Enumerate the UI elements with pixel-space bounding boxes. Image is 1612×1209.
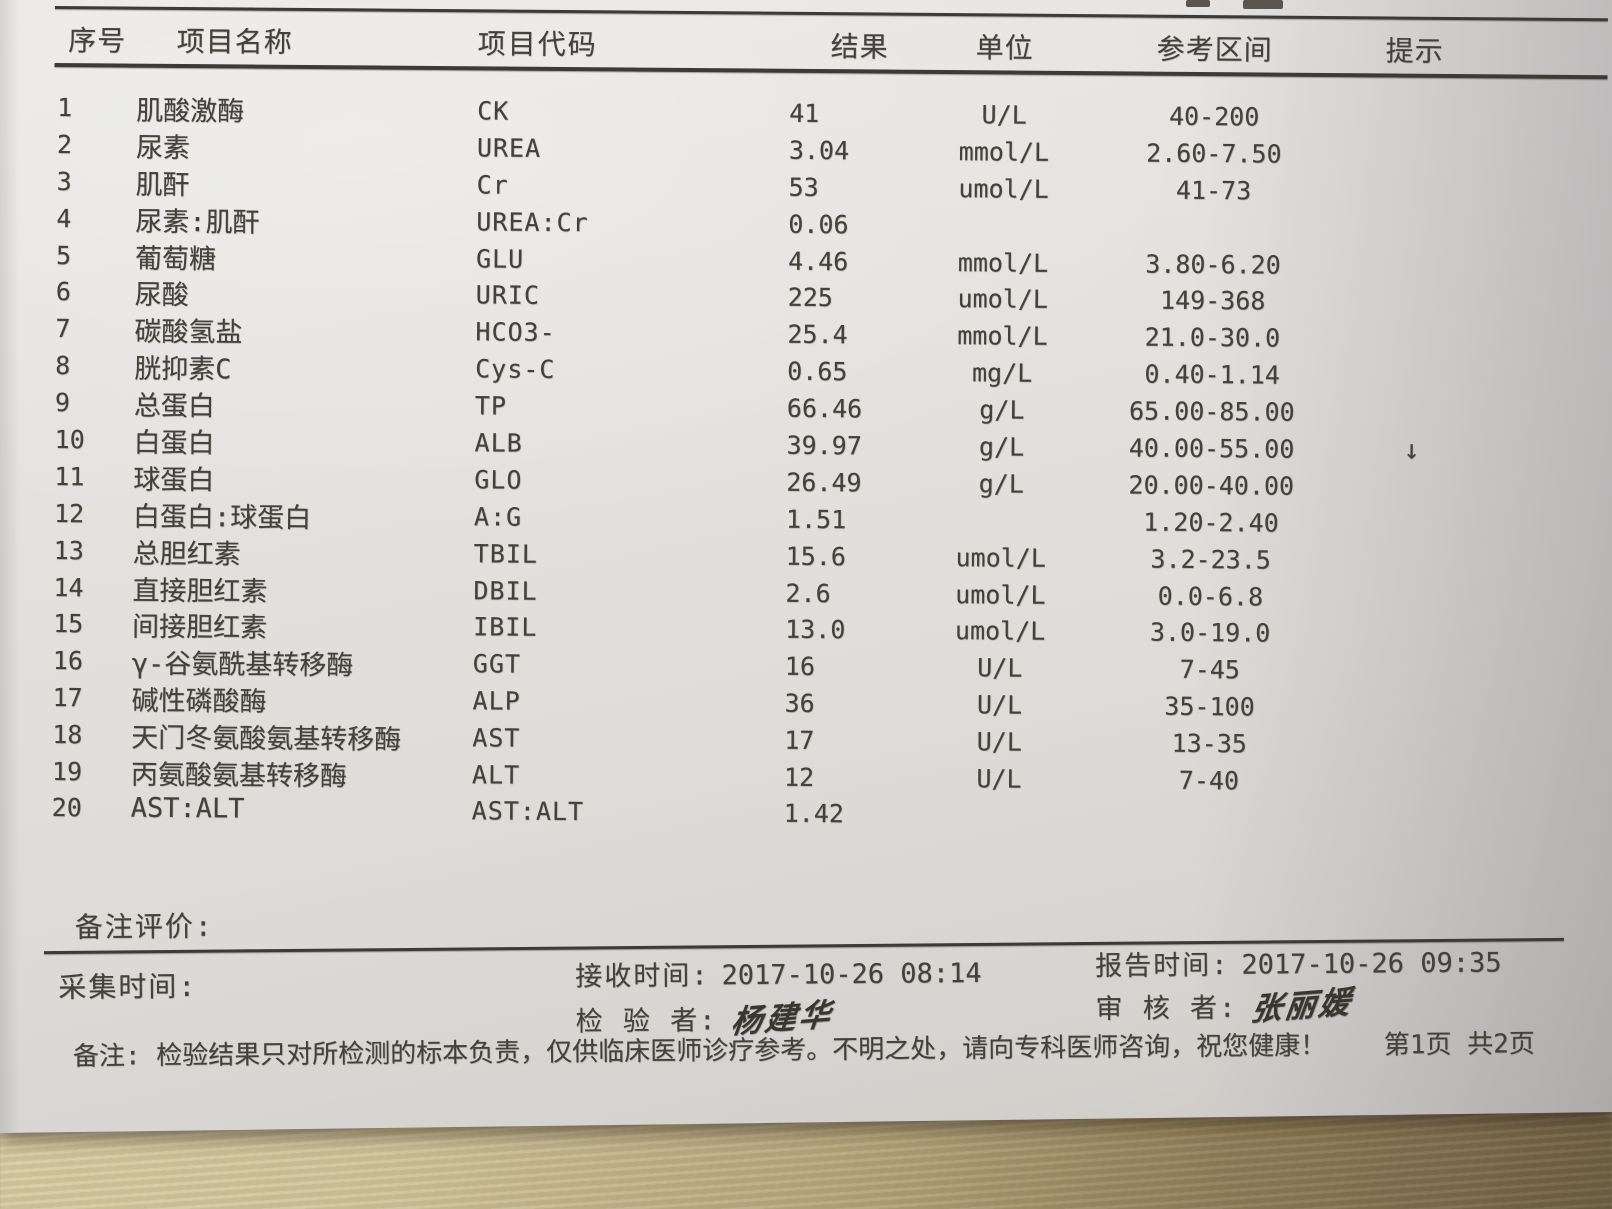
- report-footer: 备注评价: 采集时间: 接收时间: 2017-10-26 08:14 报告时间: 2…: [44, 909, 1564, 1073]
- receive-time-label: 接收时间:: [575, 960, 710, 993]
- reviewer: 审 核 者: 张丽媛: [1095, 980, 1355, 1028]
- page-info: 第1页 共2页: [1383, 1029, 1535, 1061]
- receive-time: 接收时间: 2017-10-26 08:14: [575, 951, 982, 994]
- reviewer-signature: 张丽媛: [1248, 983, 1356, 1029]
- note-text: 检验结果只对所检测的标本负责，仅供临床医师诊疗参考。不明之处，请向专科医师咨询，…: [156, 1030, 1327, 1072]
- report-time: 报告时间: 2017-10-26 09:35: [1095, 940, 1502, 983]
- reviewer-label: 审 核 者:: [1095, 992, 1238, 1025]
- cutoff-header-fragment: [1243, 0, 1283, 9]
- remark-eval-label: 备注评价:: [74, 909, 214, 944]
- note-label: 备注:: [72, 1041, 141, 1072]
- bottom-note: 备注: 检验结果只对所检测的标本负责，仅供临床医师诊疗参考。不明之处，请向专科医…: [73, 1023, 1535, 1073]
- receive-time-value: 2017-10-26 08:14: [721, 957, 982, 992]
- report-time-label: 报告时间:: [1095, 949, 1230, 982]
- paper-surface: 序号 项目名称 项目代码 结果 单位 参考区间 提示 1 肌酸激酶 CK 41 …: [0, 0, 1612, 1133]
- report-time-value: 2017-10-26 09:35: [1241, 947, 1502, 981]
- cutoff-header-fragment: [1186, 0, 1210, 7]
- collect-time-label: 采集时间:: [58, 969, 198, 1005]
